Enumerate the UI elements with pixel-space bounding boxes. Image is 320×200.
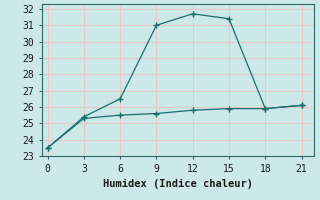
X-axis label: Humidex (Indice chaleur): Humidex (Indice chaleur) xyxy=(103,179,252,189)
